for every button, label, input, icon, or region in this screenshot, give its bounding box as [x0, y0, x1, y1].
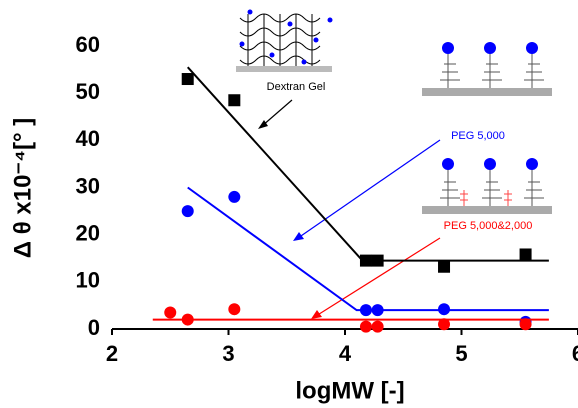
x-tick-label: 2 — [106, 341, 118, 366]
y-tick-label: 20 — [76, 220, 100, 245]
data-point — [182, 73, 194, 85]
page: {"chart_data":{"type":"scatter","x_label… — [0, 0, 578, 408]
arrows — [258, 100, 440, 319]
y-axis-label: Δ θ x10⁻⁴[° ] — [9, 118, 36, 258]
annotation: PEG 5,000&2,000 — [444, 220, 533, 232]
x-axis-label: logMW [-] — [295, 377, 404, 404]
x-tick-label: 5 — [455, 341, 467, 366]
y-tick-label: 50 — [76, 79, 100, 104]
data-point — [372, 321, 384, 333]
y-tick-label: 0 — [88, 315, 100, 340]
x-tick-label: 6 — [572, 341, 578, 366]
y-tick-label: 60 — [76, 32, 100, 57]
fit-line — [188, 188, 549, 311]
data-point — [228, 94, 240, 106]
peg-illustration — [422, 42, 552, 214]
data-point — [228, 191, 240, 203]
y-tick-label: 40 — [76, 126, 100, 151]
data-point — [520, 248, 532, 260]
annotation: Dextran Gel — [267, 81, 326, 93]
data-point — [164, 306, 176, 318]
chart: Dextran Gel PEG 5,000 PEG 5,000&2,000 lo… — [0, 0, 578, 408]
data-point — [360, 321, 372, 333]
data-point — [438, 261, 450, 273]
y-tick-label: 10 — [76, 268, 100, 293]
data-point — [182, 205, 194, 217]
data-point — [228, 303, 240, 315]
annotation: PEG 5,000 — [451, 130, 505, 142]
y-tick-label: 30 — [76, 173, 100, 198]
dextran-gel-illustration — [236, 10, 333, 73]
x-tick-label: 3 — [222, 341, 234, 366]
x-tick-label: 4 — [339, 341, 352, 366]
